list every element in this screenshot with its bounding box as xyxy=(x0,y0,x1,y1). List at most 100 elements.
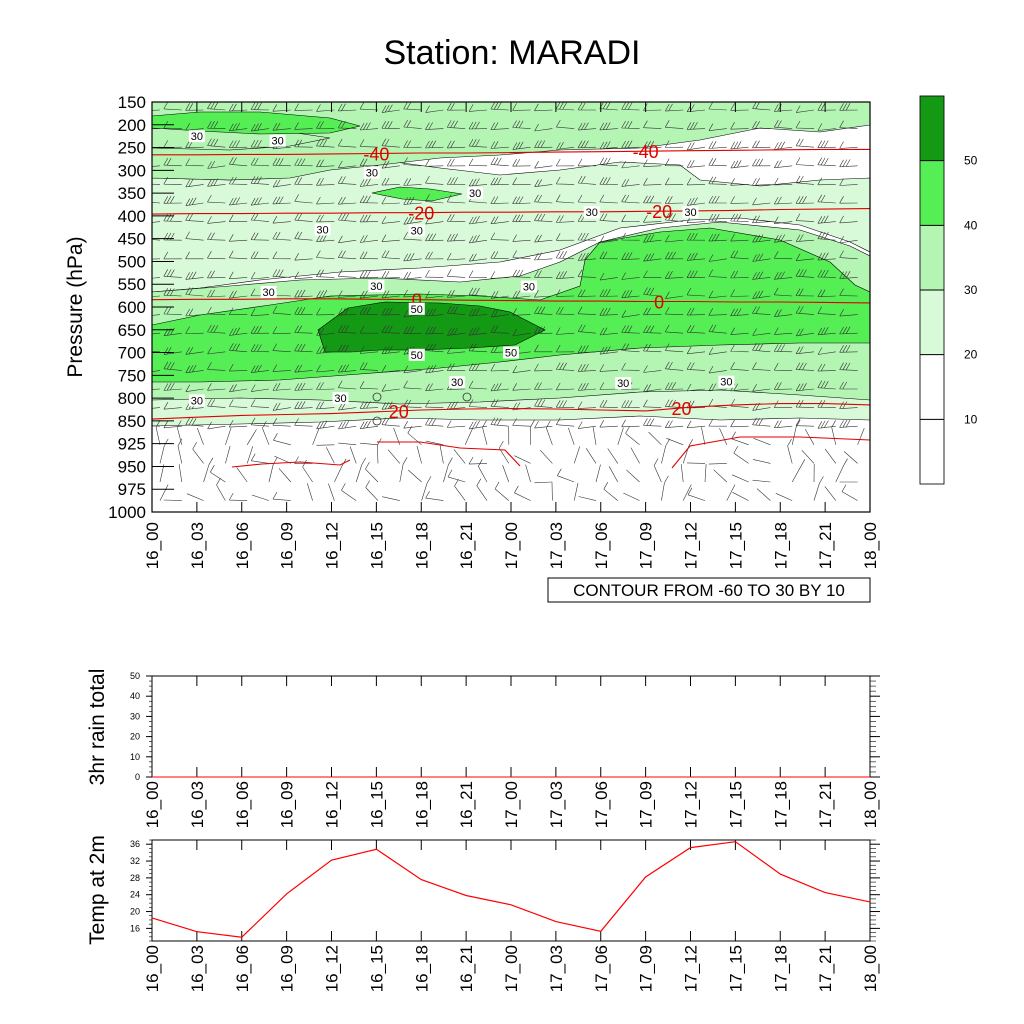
wind-barb xyxy=(621,325,640,334)
wind-barb xyxy=(621,419,640,428)
wind-barb xyxy=(359,381,379,390)
wind-barb xyxy=(686,270,706,278)
wind-barb xyxy=(250,271,270,280)
wind-barb xyxy=(272,326,291,334)
wind-barb xyxy=(207,398,226,408)
colorbar-bin xyxy=(919,95,945,161)
wind-barb xyxy=(443,457,453,483)
wind-barb xyxy=(399,457,408,483)
wind-barb xyxy=(207,383,226,391)
time-tick-label: 17_00 xyxy=(502,945,521,992)
wind-barb xyxy=(708,233,727,242)
wind-barb xyxy=(225,445,231,464)
wind-barb xyxy=(403,309,422,318)
wind-barb xyxy=(756,488,771,501)
wind-barb xyxy=(163,361,182,371)
calm-wind-marker xyxy=(372,416,382,426)
wind-barb xyxy=(338,160,357,169)
wind-barb xyxy=(464,428,473,445)
wind-barb xyxy=(555,176,575,185)
wind-barb xyxy=(555,271,575,279)
wind-barb xyxy=(272,269,291,278)
pressure-tick-label: 450 xyxy=(118,230,146,249)
wind-barb xyxy=(534,290,553,298)
wind-barb xyxy=(599,177,618,185)
wind-barb xyxy=(664,306,684,315)
wind-barb xyxy=(817,157,836,167)
surface-temperature-contour xyxy=(231,459,351,468)
wind-barb xyxy=(307,483,313,501)
wind-barb xyxy=(774,271,793,280)
time-tick-label: 16_09 xyxy=(278,781,297,828)
time-tick-label: 17_21 xyxy=(816,945,835,992)
wind-barb xyxy=(534,326,553,334)
wind-barb xyxy=(326,447,335,464)
wind-barb xyxy=(381,138,400,148)
wind-barb xyxy=(316,420,335,430)
wind-barb xyxy=(752,417,771,427)
wind-barb xyxy=(708,290,727,299)
wind-barb xyxy=(665,234,684,243)
wind-barb xyxy=(512,308,531,316)
time-tick-label: 17_15 xyxy=(726,781,745,828)
wind-barb xyxy=(643,343,662,353)
y-tick-label: 30 xyxy=(130,711,140,721)
wind-barb xyxy=(795,175,815,185)
wind-barb xyxy=(512,269,531,278)
wind-barb xyxy=(337,138,357,148)
speed-label-bg xyxy=(408,224,425,237)
wind-barb xyxy=(599,307,618,316)
pressure-tick-label: 200 xyxy=(118,116,146,135)
wind-barb xyxy=(228,363,248,372)
wind-barb xyxy=(621,120,640,129)
wind-barb xyxy=(665,361,684,371)
wind-barb xyxy=(534,103,553,112)
wind-barb xyxy=(294,271,313,280)
wind-barb xyxy=(795,157,815,167)
wind-barb xyxy=(708,347,727,355)
wind-barb xyxy=(752,121,771,129)
wind-barb xyxy=(207,251,226,260)
wind-barb xyxy=(730,196,749,204)
wind-barb xyxy=(621,343,640,353)
wind-barb xyxy=(534,481,553,484)
wind-barb xyxy=(359,400,379,409)
wind-barb xyxy=(210,465,226,483)
y-tick-label: 24 xyxy=(130,890,140,900)
wind-barb xyxy=(577,269,597,278)
wind-barb xyxy=(831,420,837,445)
wind-barb xyxy=(577,289,597,297)
wind-barb xyxy=(425,326,444,335)
wind-barb xyxy=(603,482,618,501)
wind-barb xyxy=(817,269,836,278)
wind-barb xyxy=(446,269,466,278)
wind-barb xyxy=(207,121,226,129)
wind-barb xyxy=(359,290,379,299)
wind-barb xyxy=(278,468,292,483)
wind-barb xyxy=(795,383,815,392)
wind-barb xyxy=(607,448,619,464)
wind-barb xyxy=(159,438,169,464)
wind-barb xyxy=(294,177,313,185)
time-tick-label: 16_18 xyxy=(412,945,431,992)
wind-barb xyxy=(839,288,858,297)
wind-barb xyxy=(250,344,270,353)
wind-barb xyxy=(752,215,771,224)
wind-barb xyxy=(817,231,836,241)
wind-barb xyxy=(447,290,466,298)
speed-label-bg xyxy=(363,166,380,179)
wind-barb xyxy=(425,269,444,278)
speed-label-bg xyxy=(314,223,331,236)
rain-axes: 0 10 20 30 40 50 16_00 16_03 16_06 16_09 16_12 16_1… xyxy=(130,671,880,828)
wind-barb xyxy=(795,120,815,129)
wind-barb xyxy=(152,165,161,167)
wind-barb xyxy=(577,158,597,167)
wind-barb xyxy=(185,364,204,374)
wind-barb xyxy=(294,231,313,241)
wind-barb xyxy=(534,179,553,187)
wind-barb xyxy=(272,491,291,501)
y-tick-label: 20 xyxy=(130,907,140,917)
time-tick-label: 16_00 xyxy=(143,522,162,569)
wind-barb xyxy=(774,234,793,243)
wind-barb xyxy=(599,420,618,428)
